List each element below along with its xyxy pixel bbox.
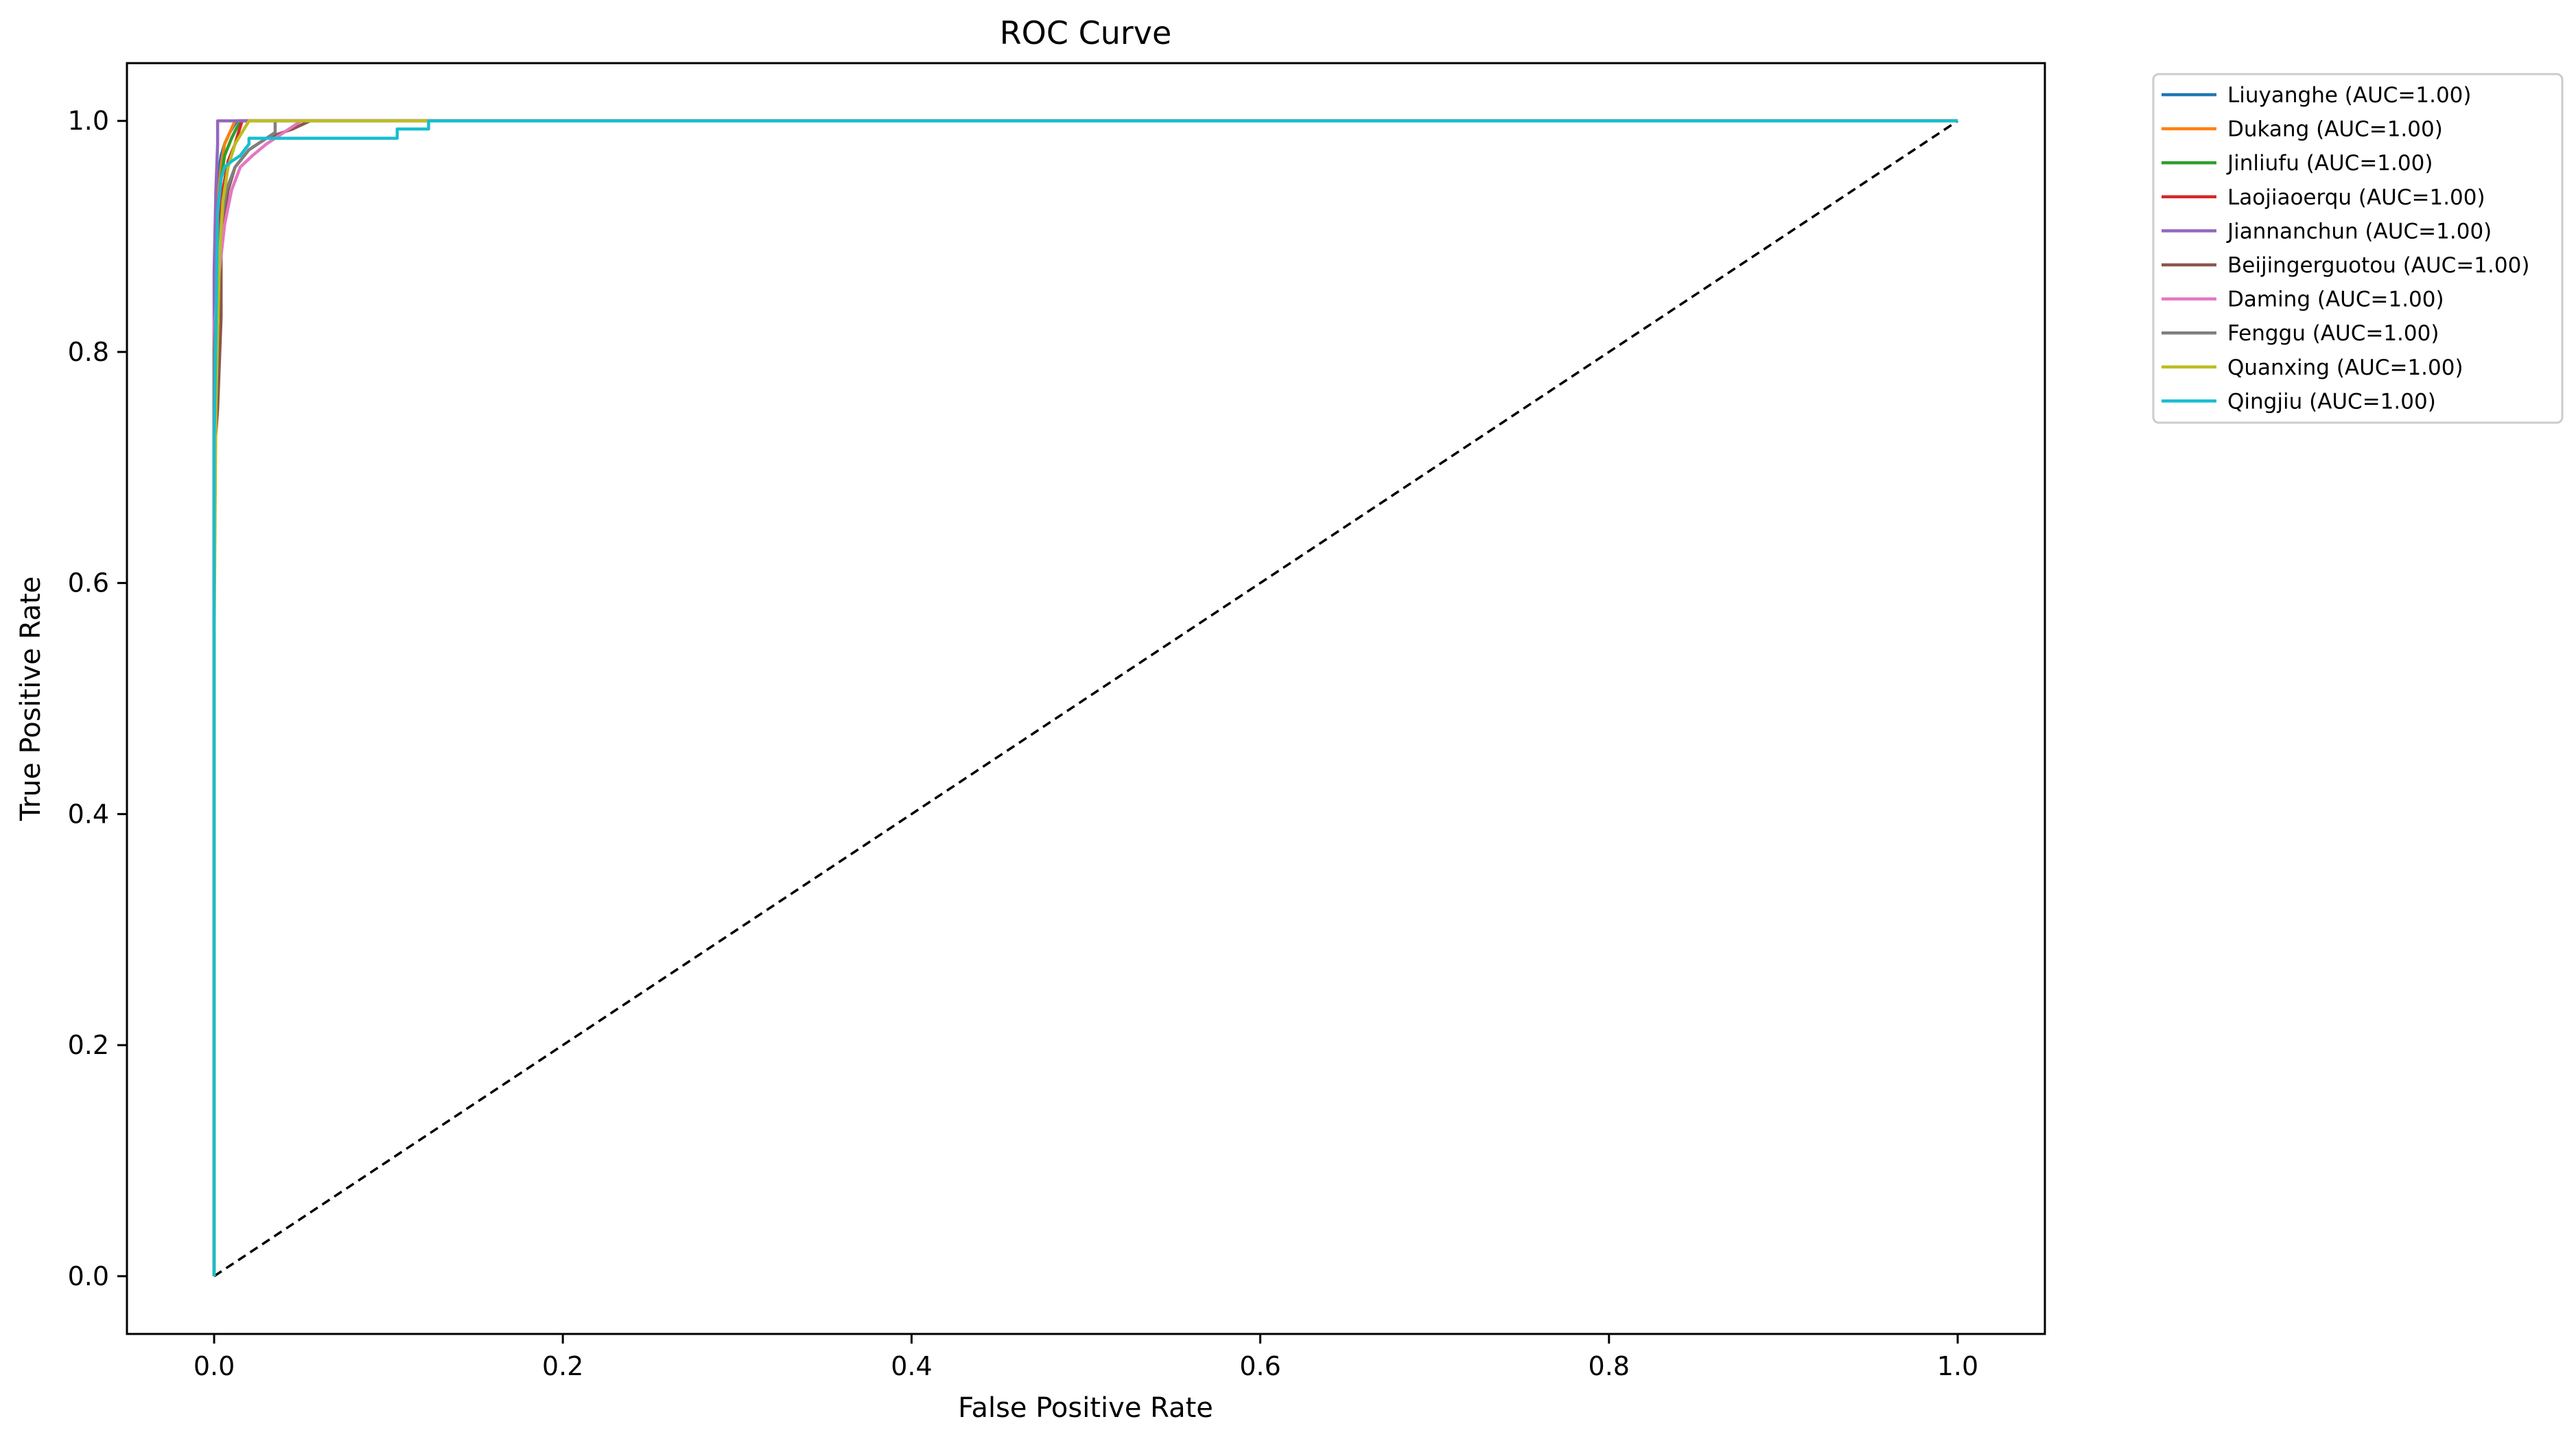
legend-label: Beijingerguotou (AUC=1.00) [2227,253,2529,278]
x-tick-label: 0.8 [1589,1351,1630,1381]
legend-label: Jiannanchun (AUC=1.00) [2226,219,2492,244]
y-tick-label: 0.0 [68,1261,109,1291]
x-tick-label: 0.4 [891,1351,932,1381]
plot-lines [212,119,1958,1278]
diagonal-reference-line [213,119,1958,1278]
legend-label: Qingjiu (AUC=1.00) [2227,389,2436,414]
x-tick-label: 0.0 [194,1351,235,1381]
legend-label: Dukang (AUC=1.00) [2227,117,2443,142]
y-tick-label: 0.8 [68,337,109,367]
chart-title: ROC Curve [1000,14,1172,51]
x-axis: 0.0 0.2 0.4 0.6 0.8 1.0 [194,1334,1978,1381]
legend-label: Quanxing (AUC=1.00) [2227,355,2463,380]
legend-items: Liuyanghe (AUC=1.00) Dukang (AUC=1.00) Jin… [2162,83,2529,414]
y-tick-label: 1.0 [68,106,109,136]
y-axis-label: True Positive Rate [15,576,47,821]
legend-label: Liuyanghe (AUC=1.00) [2227,83,2472,108]
series-line [212,119,1958,1276]
y-tick-label: 0.6 [68,568,109,598]
legend-box [2152,73,2564,424]
plot-frame [126,62,2046,1335]
x-tick-label: 0.6 [1239,1351,1280,1381]
legend-label: Fenggu (AUC=1.00) [2227,321,2439,346]
x-tick-label: 1.0 [1937,1351,1978,1381]
legend-label: Jinliufu (AUC=1.00) [2226,151,2433,176]
legend: Liuyanghe (AUC=1.00) Dukang (AUC=1.00) Jin… [2152,73,2564,424]
y-axis: 0.0 0.2 0.4 0.6 0.8 1.0 [68,106,127,1291]
y-tick-label: 0.4 [68,799,109,829]
y-tick-label: 0.2 [68,1030,109,1060]
legend-label: Daming (AUC=1.00) [2227,288,2444,312]
x-axis-label: False Positive Rate [958,1392,1213,1424]
legend-label: Laojiaoerqu (AUC=1.00) [2227,185,2485,210]
x-tick-label: 0.2 [542,1351,583,1381]
